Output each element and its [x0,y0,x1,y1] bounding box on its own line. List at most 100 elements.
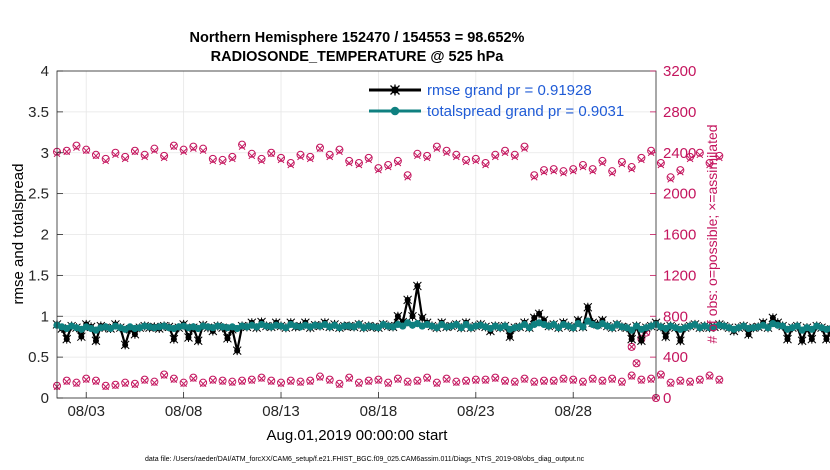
assimilated-obs-point [336,381,343,389]
possible-obs-point [277,378,286,387]
assimilated-obs-point [365,378,373,386]
assimilated-obs-point [228,155,236,163]
rmse-point-star [169,334,179,344]
possible-obs-point [247,375,256,384]
assimilated-obs-point [394,376,402,383]
possible-obs-point [617,157,626,166]
possible-obs-point [695,375,704,384]
chart-subtitle: RADIOSONDE_TEMPERATURE @ 525 hPa [211,49,505,65]
possible-obs-point [335,379,344,388]
x-axis-label: Aug.01,2019 00:00:00 start [267,427,449,444]
possible-obs-point [452,377,461,386]
possible-obs-point [345,373,354,382]
possible-obs-point [549,376,558,385]
possible-obs-point [130,146,139,155]
possible-obs-point [715,375,724,384]
possible-obs-point [111,148,120,157]
assimilated-obs-point [633,359,640,367]
assimilated-obs-point [423,375,431,382]
totalspread-point [827,325,830,332]
possible-obs-point [608,167,617,176]
possible-obs-point [686,152,695,161]
assimilated-obs-point [511,153,519,161]
possible-obs-point [442,146,451,155]
assimilated-obs-point [589,167,597,175]
assimilated-obs-point [608,376,616,383]
legend-rmse-label: rmse grand pr = 0.91928 [427,82,592,99]
assimilated-obs-point [482,377,489,384]
legend-spread-marker [390,106,400,116]
assimilated-obs-point [141,153,149,161]
possible-obs-point [632,359,641,368]
assimilated-obs-point [521,145,528,153]
assimilated-obs-point [345,159,353,167]
possible-obs-point [501,376,510,385]
y-axis-left-ticks: 0 0.5 1 1.5 2 2.5 3 3.5 4 [28,63,63,407]
totalspread-point [793,322,801,330]
possible-obs-point [413,149,422,158]
totalspread-point [569,324,577,332]
possible-obs-point [442,374,451,383]
possible-obs-point [306,152,315,161]
possible-obs-point [296,377,305,386]
assimilated-obs-point [326,153,334,161]
assimilated-obs-point [628,343,636,351]
x-tick-label: 08/18 [360,403,398,420]
possible-obs-point [238,140,247,149]
y-right-tick-label: 800 [663,308,688,325]
assimilated-obs-point [355,161,363,169]
assimilated-obs-point [316,374,324,381]
assimilated-obs-point [277,380,285,388]
assimilated-obs-point [696,377,704,384]
y-right-tick-label: 3200 [663,63,696,80]
assimilated-obs-point [248,377,256,384]
assimilated-obs-point [491,153,499,161]
rmse-point-star [91,336,101,346]
y-tick-label: 0 [41,390,49,407]
possible-obs-point [267,148,276,157]
possible-obs-point [569,375,578,384]
assimilated-obs-point [560,376,567,383]
possible-obs-point [666,173,675,182]
assimilated-obs-point [423,154,431,162]
possible-obs-point [462,376,471,385]
y-right-tick-label: 1200 [663,267,696,284]
assimilated-obs-point [667,380,674,388]
possible-obs-point [598,156,607,165]
possible-obs-point [715,151,724,160]
x-tick-label: 08/08 [165,403,203,420]
possible-obs-point [647,374,656,383]
possible-obs-point [374,375,383,384]
rmse-point-star [120,340,130,350]
rmse-point-star [534,309,544,319]
obs-count-markers [53,140,724,402]
possible-obs-point [179,378,188,387]
possible-obs-point [520,374,529,383]
possible-obs-point [520,142,529,151]
assimilated-obs-point [112,382,119,390]
assimilated-obs-point [472,157,480,165]
possible-obs-point [189,142,198,151]
x-tick-label: 08/13 [262,403,300,420]
assimilated-obs-point [540,168,548,176]
possible-obs-point [208,375,217,384]
possible-obs-point [510,377,519,386]
assimilated-obs-point [511,379,519,387]
assimilated-obs-point [121,380,129,388]
rmse-point-star [223,333,232,343]
assimilated-obs-point [355,380,363,388]
possible-obs-point [121,152,130,161]
rmse-spread-series [52,281,830,356]
possible-obs-point [169,374,178,383]
possible-obs-point [296,150,305,159]
possible-obs-point [91,376,100,385]
assimilated-obs-point [628,373,636,380]
possible-obs-point [315,372,324,381]
assimilated-obs-point [131,148,139,156]
possible-obs-point [354,378,363,387]
assimilated-obs-point [121,155,129,163]
assimilated-obs-point [326,377,334,384]
possible-obs-point [111,380,120,389]
assimilated-obs-point [414,378,421,386]
